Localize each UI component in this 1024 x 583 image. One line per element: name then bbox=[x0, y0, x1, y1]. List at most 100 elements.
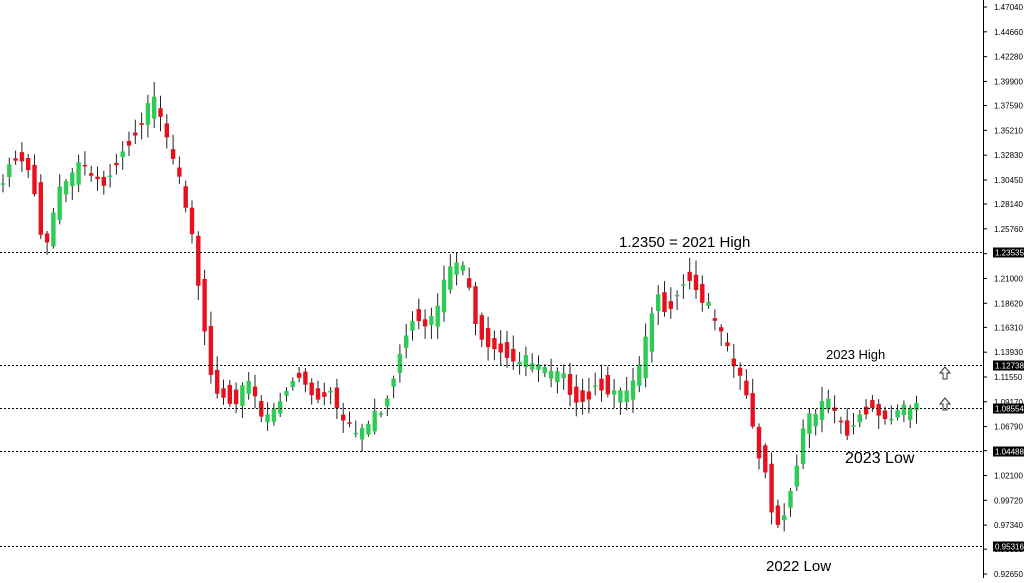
candle bbox=[303, 368, 308, 393]
candle-body bbox=[580, 390, 585, 402]
candle bbox=[435, 293, 440, 339]
price-axis: 0.926500.950300.973400.997201.021001.044… bbox=[983, 3, 1023, 579]
candle-body bbox=[460, 265, 466, 271]
candle bbox=[611, 379, 617, 409]
candle bbox=[561, 364, 566, 390]
annotation-2023-low: 2023 Low bbox=[845, 450, 915, 467]
y-tick-label: 1.44660 bbox=[994, 28, 1023, 37]
level-label-box bbox=[993, 446, 1024, 457]
level-label: 1.23535 bbox=[995, 249, 1024, 258]
candle-body bbox=[120, 151, 125, 157]
candle bbox=[341, 402, 346, 433]
candle bbox=[498, 330, 503, 366]
candle-body bbox=[901, 404, 907, 416]
annotation-2023-high: 2023 High bbox=[826, 347, 885, 362]
candle bbox=[630, 367, 636, 413]
candle-body bbox=[101, 176, 106, 186]
candle-body bbox=[278, 401, 283, 414]
candle-body bbox=[895, 409, 900, 418]
candle bbox=[832, 395, 837, 424]
candle bbox=[870, 395, 875, 412]
candle-body bbox=[158, 108, 163, 117]
candle bbox=[467, 267, 472, 291]
candle bbox=[908, 404, 913, 428]
candle bbox=[95, 166, 100, 191]
candle bbox=[536, 355, 541, 383]
candle-body bbox=[391, 378, 396, 387]
level-label: 1.08554 bbox=[995, 405, 1024, 414]
candle-body bbox=[479, 315, 484, 340]
candle-body bbox=[410, 320, 415, 331]
candle bbox=[763, 443, 768, 479]
candle-body bbox=[725, 342, 730, 347]
candle bbox=[215, 356, 220, 399]
candle bbox=[202, 269, 207, 346]
candle-body bbox=[170, 149, 176, 159]
candle bbox=[530, 353, 535, 373]
candle-body bbox=[637, 364, 642, 386]
candle-body bbox=[473, 286, 478, 324]
candle bbox=[101, 170, 106, 195]
candle bbox=[13, 150, 18, 165]
level-label: 1.12738 bbox=[995, 362, 1024, 371]
candle bbox=[38, 174, 43, 240]
candle-body bbox=[303, 371, 308, 385]
candle-body bbox=[107, 175, 113, 178]
candle bbox=[473, 281, 478, 336]
candle-body bbox=[359, 427, 365, 440]
candle bbox=[177, 156, 182, 184]
candle-body bbox=[870, 399, 875, 409]
candle bbox=[7, 157, 12, 187]
candle bbox=[807, 409, 812, 449]
y-tick-label: 1.02100 bbox=[994, 471, 1023, 480]
candle-body bbox=[63, 181, 69, 195]
candle bbox=[731, 344, 736, 378]
candle-body bbox=[630, 380, 636, 400]
candle bbox=[851, 413, 856, 435]
candle bbox=[309, 378, 314, 405]
candle bbox=[347, 411, 352, 428]
candle-body bbox=[826, 398, 831, 410]
candle bbox=[44, 230, 50, 255]
candle-body bbox=[492, 338, 497, 350]
candle-body bbox=[567, 374, 573, 395]
candle-body bbox=[378, 413, 384, 415]
candle-body bbox=[548, 370, 554, 379]
candle bbox=[385, 395, 390, 417]
candle-body bbox=[114, 162, 119, 166]
candle-body bbox=[290, 380, 295, 388]
candle-body bbox=[221, 388, 226, 398]
candle-body bbox=[737, 367, 743, 376]
candle bbox=[126, 131, 132, 157]
candle-body bbox=[693, 274, 699, 290]
candle-body bbox=[845, 420, 850, 436]
candle bbox=[32, 154, 37, 197]
candle bbox=[76, 154, 81, 193]
candle-body bbox=[89, 173, 94, 176]
candle-body bbox=[82, 164, 88, 167]
candle bbox=[227, 379, 232, 407]
y-tick-label: 1.09170 bbox=[994, 398, 1023, 407]
candle-body bbox=[441, 279, 447, 313]
candle-body bbox=[807, 413, 812, 434]
candle bbox=[876, 399, 881, 430]
candle bbox=[404, 323, 409, 359]
candle-body bbox=[435, 305, 440, 327]
candle-body bbox=[555, 371, 560, 383]
candle-body bbox=[593, 385, 598, 387]
candle bbox=[290, 377, 295, 391]
y-tick-label: 0.92650 bbox=[994, 570, 1023, 578]
candle-body bbox=[517, 361, 522, 365]
candle-body bbox=[233, 389, 239, 405]
candle bbox=[725, 332, 730, 352]
candle-body bbox=[126, 140, 132, 146]
level-label: 1.04488 bbox=[995, 448, 1024, 457]
candle-body bbox=[838, 420, 844, 423]
candle-body bbox=[422, 319, 428, 327]
candle-body bbox=[152, 96, 157, 119]
candle-body bbox=[139, 123, 144, 125]
y-tick-label: 1.32830 bbox=[994, 151, 1023, 160]
y-tick-label: 1.21000 bbox=[994, 274, 1023, 283]
candle bbox=[668, 287, 673, 319]
candle bbox=[397, 344, 403, 383]
